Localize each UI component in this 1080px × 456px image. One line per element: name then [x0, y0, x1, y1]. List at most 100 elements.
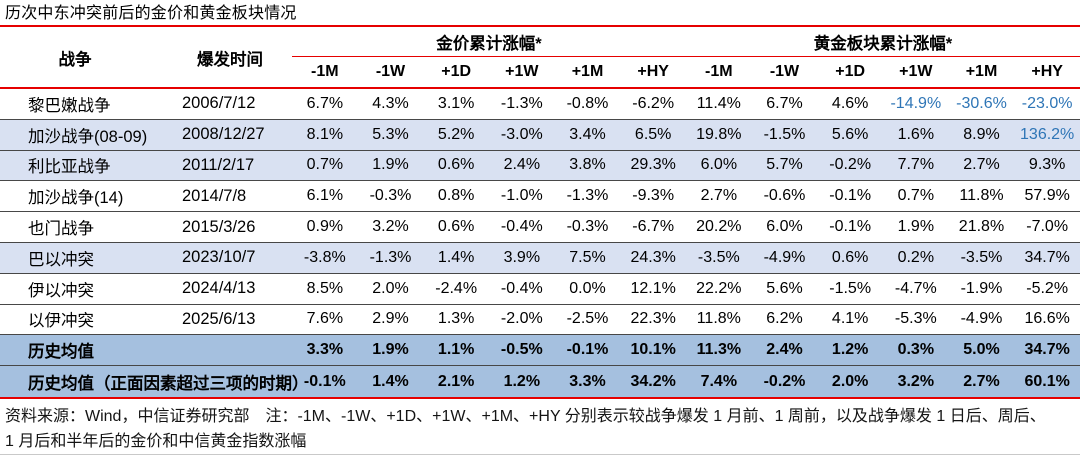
outbreak-date: 2011/2/17	[182, 155, 255, 174]
gold-change-value: 3.9%	[503, 248, 541, 266]
sector-change-value: 34.7%	[1024, 341, 1070, 359]
sector-change-value: -4.9%	[960, 310, 1003, 328]
sector-change-value: 22.2%	[696, 279, 742, 297]
source-note: 资料来源：Wind，中信证券研究部 注：-1M、-1W、+1D、+1W、+1M、…	[0, 399, 1080, 454]
sector-change-value: 2.4%	[766, 341, 803, 359]
gold-change-value: -1.3%	[566, 187, 609, 205]
outbreak-date: 2015/3/26	[182, 217, 256, 236]
gold-change-value: 1.3%	[437, 310, 475, 328]
sector-change-value: 11.8%	[959, 187, 1004, 205]
period-header-gold-1: -1W	[375, 62, 406, 80]
sector-change-value: -1.5%	[829, 279, 872, 297]
period-header-sector-5: +HY	[1031, 62, 1063, 80]
gold-change-value: -6.7%	[632, 218, 675, 236]
gold-change-value: 0.0%	[569, 279, 606, 297]
sector-change-value: 1.6%	[897, 125, 935, 143]
sector-change-value: -23.0%	[1021, 94, 1073, 112]
sector-change-value: -0.1%	[829, 187, 872, 205]
war-name: 巴以冲突	[28, 250, 94, 269]
sector-change-value: 5.0%	[963, 341, 1000, 359]
sector-change-value: 16.6%	[1024, 310, 1070, 328]
table-row-6: 伊以冲突 2024/4/13 8.5% 2.0% -2.4% -0.4% 0.0% 12.1%…	[0, 273, 1080, 305]
table-row-9: 历史均值（正面因素超过三项的时期） -0.1% 1.4% 2.1% 1.2% 3.3% 34…	[0, 366, 1080, 397]
gold-change-value: 1.4%	[372, 372, 409, 390]
period-header-gold-2: +1D	[441, 62, 472, 80]
gold-change-value: -9.3%	[632, 187, 675, 205]
outbreak-date: 2008/12/27	[182, 125, 265, 144]
sector-change-value: -3.5%	[960, 248, 1003, 266]
gold-change-value: 10.1%	[630, 341, 676, 359]
sector-change-value: 4.1%	[831, 310, 869, 328]
sector-change-value: 60.1%	[1024, 372, 1070, 390]
sector-change-value: 0.2%	[897, 248, 935, 266]
sector-change-value: 20.2%	[696, 218, 742, 236]
sector-change-value: -4.7%	[894, 279, 937, 297]
war-name: 加沙战争(08-09)	[28, 127, 148, 146]
sector-change-value: 11.3%	[696, 341, 742, 359]
sector-change-value: 2.0%	[831, 372, 869, 390]
source-note-line-1: 资料来源：Wind，中信证券研究部 注：-1M、-1W、+1D、+1W、+1M、…	[5, 407, 1046, 425]
gold-change-value: 2.0%	[372, 279, 409, 297]
table-bottom-divider	[0, 396, 1080, 399]
source-note-line-2: 1 月后和半年后的金价和中信黄金指数涨幅	[5, 432, 307, 450]
gold-change-value: 2.1%	[437, 372, 475, 390]
gold-change-value: 7.6%	[306, 310, 344, 328]
war-column-header: 战争	[58, 51, 92, 69]
gold-change-value: 3.3%	[569, 372, 606, 390]
gold-change-value: 6.5%	[634, 125, 672, 143]
sector-change-value: 9.3%	[1028, 156, 1066, 174]
gold-change-value: 12.1%	[630, 279, 676, 297]
sector-change-value: 11.4%	[696, 94, 741, 112]
sector-change-value: 7.4%	[700, 372, 738, 390]
gold-change-value: 8.1%	[306, 125, 344, 143]
gold-change-value: 6.7%	[306, 94, 344, 112]
gold-change-value: 3.4%	[569, 125, 606, 143]
gold-change-value: -0.4%	[500, 218, 543, 236]
gold-change-value: 8.5%	[306, 279, 344, 297]
gold-change-value: 3.1%	[437, 94, 475, 112]
page-bottom-hairline	[0, 454, 1080, 455]
war-name: 利比亚战争	[28, 158, 111, 177]
sector-change-value: 5.7%	[766, 156, 803, 174]
sector-change-value: 21.8%	[958, 218, 1005, 236]
gold-change-value: -0.3%	[369, 187, 412, 205]
gold-change-value: 2.9%	[372, 310, 409, 328]
gold-change-value: 1.1%	[437, 341, 475, 359]
page-title: 历次中东冲突前后的金价和黄金板块情况	[5, 5, 297, 22]
table-row-3: 加沙战争(14) 2014/7/8 6.1% -0.3% 0.8% -1.0% -1.3% -…	[0, 181, 1080, 213]
period-header-sector-1: -1W	[769, 62, 800, 80]
sector-change-value: -0.1%	[829, 218, 872, 236]
gold-change-value: -2.5%	[566, 310, 609, 328]
table-row-8: 历史均值 3.3% 1.9% 1.1% -0.5% -0.1% 10.1% 11.3% 2.4%…	[0, 335, 1080, 367]
gold-change-value: 0.7%	[306, 156, 344, 174]
period-header-sector-0: -1M	[705, 62, 733, 80]
gold-change-value: 1.9%	[372, 156, 409, 174]
sector-change-value: -3.5%	[697, 248, 740, 266]
sector-change-value: 5.6%	[766, 279, 803, 297]
table-row-1: 加沙战争(08-09) 2008/12/27 8.1% 5.3% 5.2% -3.0% 3.…	[0, 119, 1080, 151]
outbreak-date: 2024/4/13	[182, 279, 256, 298]
title-divider	[0, 25, 1080, 27]
gold-change-value: -3.8%	[303, 248, 346, 266]
gold-change-value: -0.1%	[303, 372, 346, 390]
gold-change-value: -1.3%	[369, 248, 412, 266]
sector-change-value: -0.6%	[763, 187, 806, 205]
war-name: 加沙战争(14)	[28, 189, 124, 208]
gold-change-value: -2.4%	[435, 279, 478, 297]
sector-change-value: 2.7%	[700, 187, 738, 205]
outbreak-date: 2014/7/8	[182, 186, 247, 205]
gold-change-value: -0.1%	[566, 341, 609, 359]
war-name: 黎巴嫩战争	[28, 96, 111, 115]
gold-sector-group-header: 黄金板块累计涨幅*	[686, 27, 1080, 57]
gold-change-value: -0.8%	[566, 94, 609, 112]
gold-change-value: 5.3%	[372, 125, 409, 143]
gold-change-value: 0.9%	[306, 218, 344, 236]
gold-change-value: 34.2%	[630, 372, 676, 390]
period-header-sector-4: +1M	[965, 62, 998, 80]
sector-change-value: 136.2%	[1020, 125, 1075, 143]
gold-change-value: 0.6%	[437, 156, 475, 174]
war-name: 以伊冲突	[28, 312, 94, 331]
table-row-4: 也门战争 2015/3/26 0.9% 3.2% 0.6% -0.4% -0.3% -6.7%…	[0, 212, 1080, 243]
sector-change-value: 11.8%	[696, 310, 741, 328]
period-header-gold-4: +1M	[571, 62, 604, 80]
